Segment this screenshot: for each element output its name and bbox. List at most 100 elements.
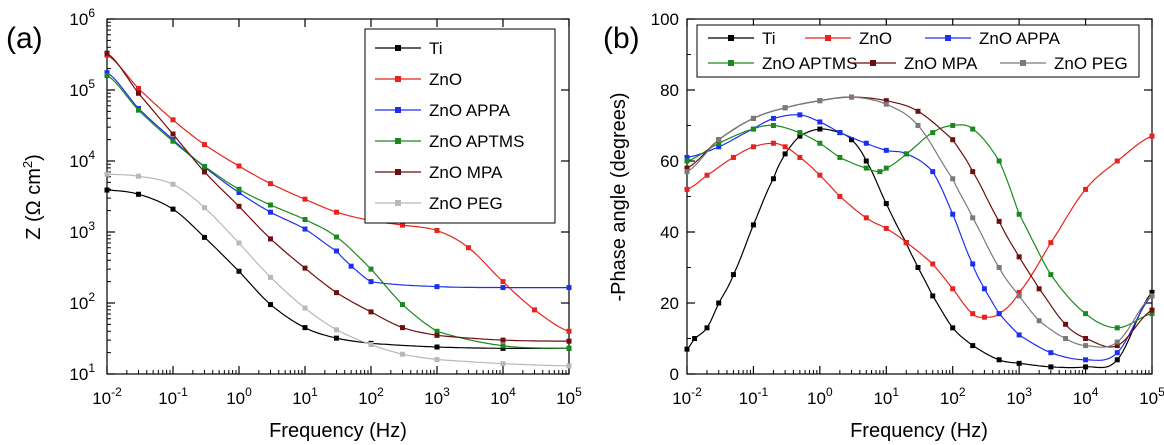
data-point: [500, 285, 506, 291]
x-tick-label-exp: 4: [1092, 385, 1099, 399]
legend-marker: [728, 60, 734, 66]
data-point: [730, 272, 736, 278]
data-point: [930, 169, 936, 175]
panel-a-y-title-tail: ): [23, 154, 45, 161]
data-point: [267, 209, 273, 215]
data-point: [1114, 339, 1120, 345]
data-point: [883, 98, 889, 104]
data-point: [996, 311, 1002, 317]
x-tick-label: 101: [873, 385, 899, 408]
y-tick-label-base: 10: [69, 10, 88, 29]
data-point: [302, 226, 308, 232]
x-tick-label-exp: 1: [311, 385, 318, 399]
data-point: [970, 261, 976, 267]
data-point: [333, 209, 339, 215]
data-point: [750, 222, 756, 228]
data-point: [797, 133, 803, 139]
data-point: [104, 171, 110, 177]
x-tick-label-exp: 5: [575, 385, 582, 399]
data-point: [1048, 272, 1054, 278]
data-point: [797, 112, 803, 118]
data-point: [1149, 289, 1155, 295]
y-tick-label-exp: 3: [88, 219, 95, 233]
data-point: [267, 302, 273, 308]
legend-marker: [945, 35, 951, 41]
data-point: [201, 205, 207, 211]
data-point: [500, 279, 506, 285]
data-point: [817, 126, 823, 132]
data-point: [950, 286, 956, 292]
data-point: [684, 169, 690, 175]
data-point: [135, 173, 141, 179]
x-tick-label: 105: [1139, 385, 1164, 408]
data-point: [368, 309, 374, 315]
data-point: [883, 147, 889, 153]
x-tick-label: 10-1: [158, 385, 188, 408]
data-point: [950, 137, 956, 143]
data-point: [1036, 318, 1042, 324]
legend-marker: [395, 200, 401, 206]
series-line: [686, 135, 1153, 318]
data-point: [981, 314, 987, 320]
x-tick-label-exp: 4: [509, 385, 516, 399]
data-point: [1048, 240, 1054, 246]
data-point: [333, 234, 339, 240]
data-point: [970, 343, 976, 349]
x-tick-label: 103: [424, 385, 450, 408]
x-tick-label-base: 10: [1073, 389, 1092, 408]
series-zno-peg: [104, 171, 572, 369]
data-point: [104, 73, 110, 79]
data-point: [797, 130, 803, 136]
data-point: [1016, 254, 1022, 260]
data-point: [883, 201, 889, 207]
x-tick-label-exp: -2: [111, 385, 122, 399]
data-point: [135, 90, 141, 96]
y-tick-label: 106: [69, 6, 95, 29]
data-point: [817, 98, 823, 104]
data-point: [692, 336, 698, 341]
y-tick-label-base: 10: [69, 365, 88, 384]
data-point: [970, 169, 976, 175]
data-point: [863, 215, 869, 221]
panel-a-ticks: 10-2 10-1 100 101 102 103 104 10510110210310410…: [69, 6, 582, 408]
data-point: [333, 327, 339, 333]
data-point: [1016, 211, 1022, 217]
x-tick-label: 10-2: [672, 385, 702, 408]
data-point: [135, 107, 141, 113]
x-tick-label: 101: [292, 385, 318, 408]
data-point: [434, 284, 440, 290]
legend-entry-label: ZnO PEG: [429, 194, 503, 213]
data-point: [837, 130, 843, 136]
legend-entry-label: Ti: [762, 29, 776, 48]
data-point: [201, 234, 207, 240]
panel-a-series: [104, 50, 572, 369]
data-point: [849, 94, 855, 100]
legend-marker: [395, 107, 401, 113]
data-point: [566, 338, 572, 344]
x-tick-label-exp: 2: [959, 385, 966, 399]
panel-b-legend-box: [696, 24, 1140, 78]
legend-entry-label: ZnO PEG: [1054, 54, 1128, 73]
data-point: [236, 203, 242, 209]
data-point: [236, 268, 242, 274]
x-tick-label-base: 10: [358, 389, 377, 408]
y-tick-label-exp: 2: [88, 290, 95, 304]
data-point: [817, 119, 823, 125]
series-zno-mpa: [104, 50, 572, 344]
data-point: [302, 305, 308, 311]
data-point: [1114, 350, 1120, 356]
data-point: [1048, 350, 1054, 356]
data-point: [267, 236, 273, 242]
data-point: [684, 165, 690, 171]
y-tick-label-base: 10: [69, 294, 88, 313]
x-tick-label-base: 10: [556, 389, 575, 408]
legend-marker: [825, 35, 831, 41]
y-tick-label-exp: 1: [88, 361, 95, 375]
legend-marker: [1020, 60, 1026, 66]
data-point: [333, 335, 339, 341]
data-point: [1016, 332, 1022, 338]
data-point: [996, 265, 1002, 270]
data-point: [849, 137, 855, 143]
panel-a-y-title-sup: 2: [20, 161, 35, 168]
data-point: [1083, 336, 1089, 341]
